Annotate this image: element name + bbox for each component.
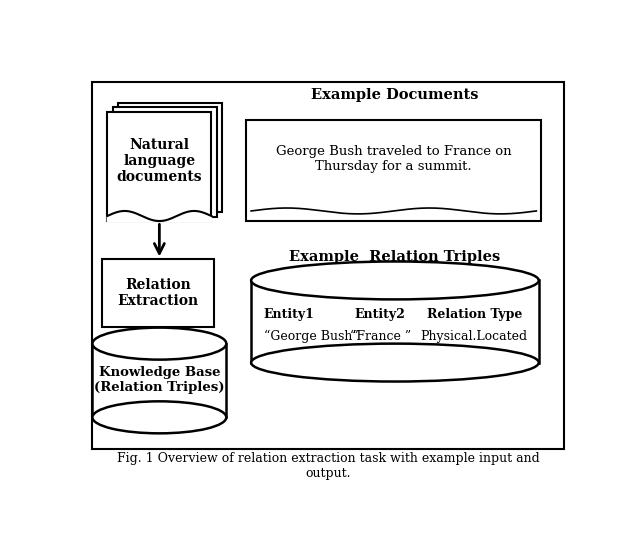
Text: Entity1: Entity1	[264, 309, 314, 322]
Text: “France ”: “France ”	[349, 330, 411, 343]
FancyBboxPatch shape	[118, 103, 222, 212]
Polygon shape	[108, 211, 211, 222]
Ellipse shape	[92, 401, 227, 433]
Text: Knowledge Base
(Relation Triples): Knowledge Base (Relation Triples)	[94, 366, 225, 394]
FancyBboxPatch shape	[113, 107, 217, 217]
Ellipse shape	[251, 261, 539, 299]
Text: Relation
Extraction: Relation Extraction	[118, 278, 198, 308]
Text: Example Documents: Example Documents	[311, 88, 479, 102]
Text: Example  Relation Triples: Example Relation Triples	[289, 251, 500, 264]
Text: “George Bush”: “George Bush”	[264, 330, 358, 343]
Ellipse shape	[251, 344, 539, 382]
Text: Physical.Located: Physical.Located	[420, 330, 528, 343]
Text: Relation Type: Relation Type	[427, 309, 522, 322]
Text: Entity2: Entity2	[355, 309, 406, 322]
Text: Natural
language
documents: Natural language documents	[116, 138, 202, 184]
FancyBboxPatch shape	[246, 120, 541, 222]
Ellipse shape	[92, 328, 227, 359]
FancyBboxPatch shape	[92, 83, 564, 449]
Polygon shape	[251, 281, 539, 363]
Text: George Bush traveled to France on
Thursday for a summit.: George Bush traveled to France on Thursd…	[276, 145, 511, 173]
FancyBboxPatch shape	[108, 112, 211, 222]
FancyBboxPatch shape	[102, 259, 214, 327]
Text: Fig. 1 Overview of relation extraction task with example input and
output.: Fig. 1 Overview of relation extraction t…	[116, 452, 540, 480]
Polygon shape	[92, 344, 227, 417]
